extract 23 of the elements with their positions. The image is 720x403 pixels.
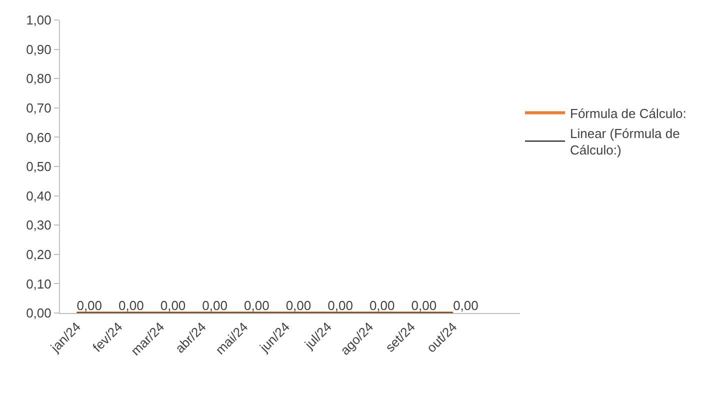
data-label: 0,00 bbox=[286, 298, 312, 313]
y-tick-label: 0,40 bbox=[26, 188, 52, 204]
y-tick-label: 0,80 bbox=[26, 71, 52, 86]
data-label: 0,00 bbox=[244, 298, 270, 313]
legend-label: Fórmula de Cálculo: bbox=[570, 106, 686, 121]
y-tick-label: 0,90 bbox=[26, 42, 52, 57]
legend-label: Linear (Fórmula de Cálculo:) bbox=[570, 126, 680, 158]
data-label: 0,00 bbox=[76, 298, 102, 313]
y-tick-label: 1,00 bbox=[26, 12, 52, 28]
data-label: 0,00 bbox=[411, 298, 437, 313]
data-label: 0,00 bbox=[369, 298, 395, 313]
data-label: 0,00 bbox=[118, 298, 144, 313]
y-tick-label: 0,50 bbox=[26, 159, 52, 174]
y-tick-label: 0,70 bbox=[26, 100, 52, 116]
y-tick-label: 0,10 bbox=[26, 276, 52, 292]
data-label: 0,00 bbox=[202, 298, 228, 313]
y-tick-label: 0,00 bbox=[26, 306, 52, 321]
y-tick-label: 0,30 bbox=[26, 218, 52, 233]
y-tick-label: 0,60 bbox=[26, 130, 52, 145]
y-tick-label: 0,20 bbox=[26, 246, 52, 262]
data-label: 0,00 bbox=[328, 298, 353, 313]
data-label: 0,00 bbox=[160, 298, 186, 313]
data-label: 0,00 bbox=[453, 298, 478, 313]
